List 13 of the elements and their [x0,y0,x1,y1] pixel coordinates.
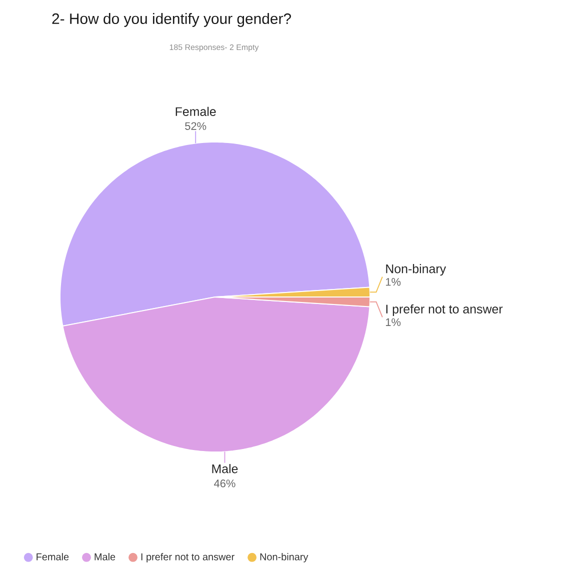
slice-label: Non-binary [386,264,446,276]
slice-label: Male [212,464,238,474]
legend-label: Female [36,553,69,560]
slice-label: I prefer not to answer [386,304,503,316]
data-label: 1% [386,278,401,286]
legend-label: I prefer not to answer [141,553,234,562]
data-label: 52% [185,122,206,130]
legend-label: Non-binary [260,553,308,562]
chart-title: 2- How do you identify your gender? [52,13,291,27]
slice-label: Female [176,106,216,116]
legend-label: Male [94,553,116,560]
data-label: 46% [214,480,236,488]
data-label: 1% [386,318,401,326]
